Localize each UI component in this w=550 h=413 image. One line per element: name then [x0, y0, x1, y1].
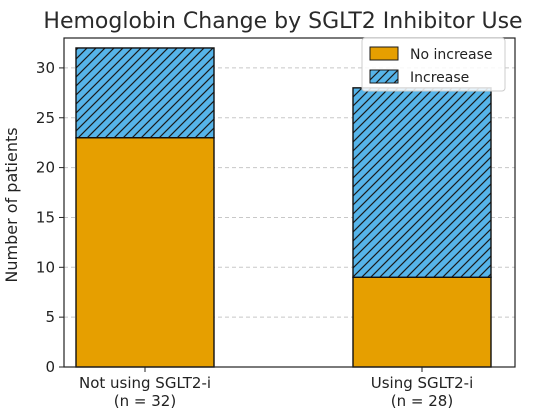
x-tick-label: Not using SGLT2-i	[79, 374, 211, 392]
y-tick-label: 5	[45, 308, 55, 326]
x-tick-label: (n = 32)	[114, 392, 176, 410]
plot-frame	[63, 37, 516, 368]
legend-label-increase: Increase	[410, 70, 469, 86]
legend: No increase Increase	[361, 37, 506, 92]
y-tick-label: 10	[36, 258, 55, 276]
y-tick-label: 20	[36, 159, 55, 177]
axes-layer: 0 5 10 15 20 25 30 Not using SGLT2-i(n = 32) Usi…	[36, 37, 516, 410]
y-tick-label: 0	[45, 358, 55, 376]
bar-segment-increase-0	[75, 47, 215, 139]
x-tick-label: Using SGLT2-i	[371, 374, 473, 392]
bar-segment-no-increase-0	[75, 136, 215, 368]
bars-layer	[75, 47, 492, 368]
bar-segment-no-increase-1	[352, 276, 492, 368]
y-tick-label: 25	[36, 109, 55, 127]
bar-segment-increase-1	[352, 87, 492, 278]
x-tick-label: (n = 28)	[391, 392, 453, 410]
legend-swatch-no-increase	[369, 46, 399, 61]
legend-swatch-increase	[369, 69, 399, 84]
legend-label-no-increase: No increase	[410, 47, 493, 63]
chart-title: Hemoglobin Change by SGLT2 Inhibitor Use	[43, 9, 522, 34]
y-axis-title: Number of patients	[2, 127, 21, 282]
y-tick-label: 30	[36, 59, 55, 77]
y-tick-label: 15	[36, 208, 55, 226]
